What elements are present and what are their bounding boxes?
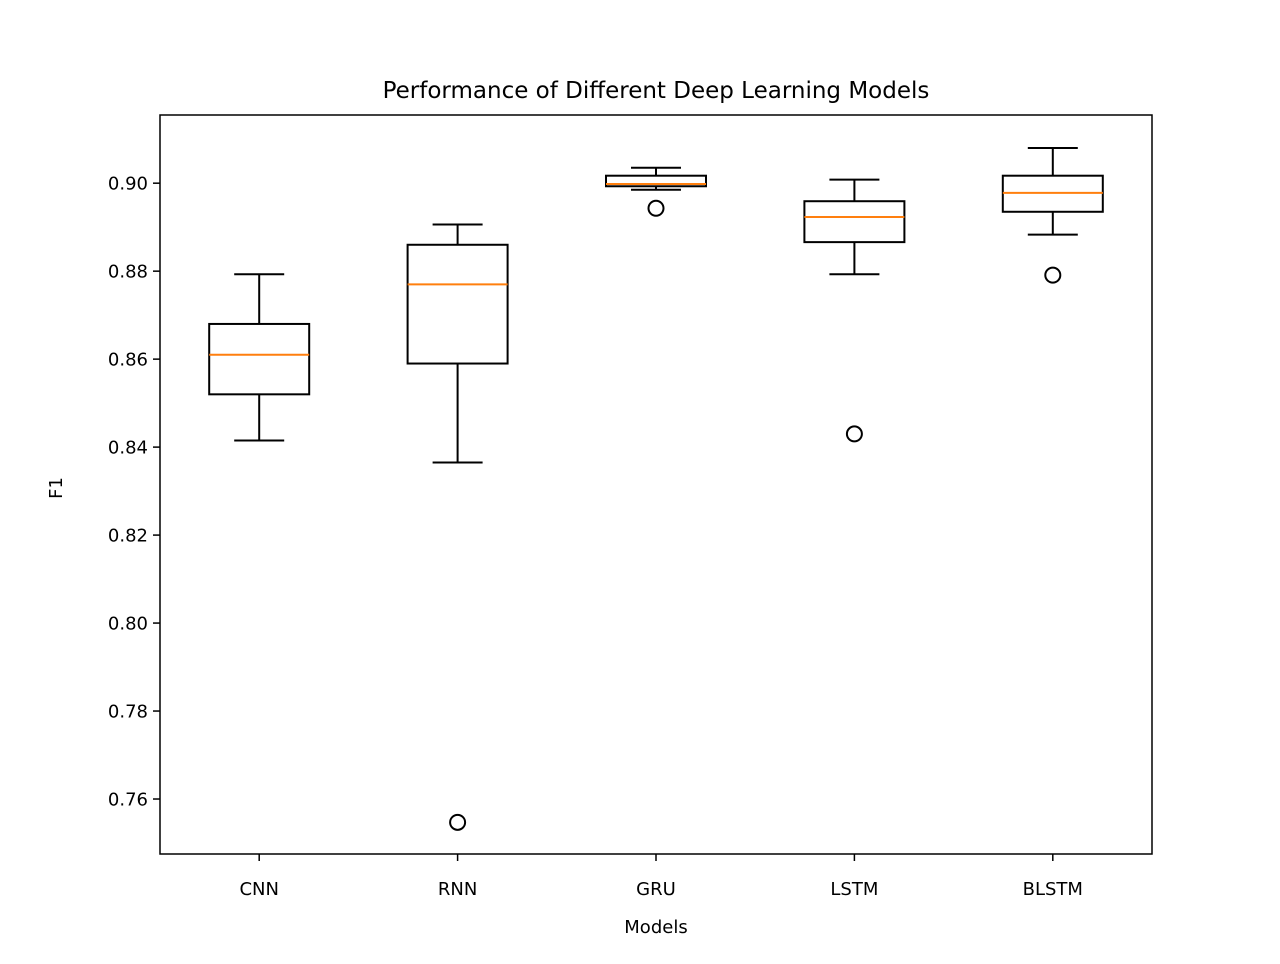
y-tick-label: 0.90 — [108, 174, 148, 195]
box-group-rnn — [406, 223, 509, 831]
iqr-box — [803, 200, 906, 244]
x-axis-label: Models — [624, 917, 687, 938]
x-tick-label: CNN — [239, 879, 279, 900]
iqr-box — [208, 322, 311, 396]
iqr-box — [406, 243, 509, 365]
y-tick-label: 0.88 — [108, 262, 148, 283]
box-group-gru — [605, 166, 707, 217]
chart-title: Performance of Different Deep Learning M… — [383, 78, 930, 104]
y-tick-label: 0.82 — [108, 526, 148, 547]
y-tick-label: 0.78 — [108, 702, 148, 723]
box-group-blstm — [1001, 146, 1104, 284]
plot-area — [208, 146, 1104, 831]
y-tick-label: 0.76 — [108, 790, 148, 811]
box-group-cnn — [208, 273, 311, 442]
y-tick-label: 0.80 — [108, 614, 148, 635]
outlier-point — [845, 425, 863, 443]
outlier-point — [1044, 266, 1062, 284]
x-tick-label: GRU — [636, 879, 676, 900]
y-axis: 0.76 0.78 0.80 0.82 0.84 0.86 0.88 0.90 — [108, 174, 160, 811]
x-axis: CNN RNN GRU LSTM BLSTM — [239, 854, 1083, 900]
y-tick-label: 0.86 — [108, 350, 148, 371]
outlier-point — [449, 813, 467, 831]
box-group-lstm — [803, 178, 906, 443]
x-tick-label: LSTM — [830, 879, 878, 900]
x-tick-label: BLSTM — [1023, 879, 1083, 900]
y-axis-label: F1 — [46, 477, 67, 499]
outlier-point — [647, 199, 665, 217]
x-tick-label: RNN — [438, 879, 477, 900]
y-tick-label: 0.84 — [108, 438, 148, 459]
iqr-box — [605, 174, 707, 188]
